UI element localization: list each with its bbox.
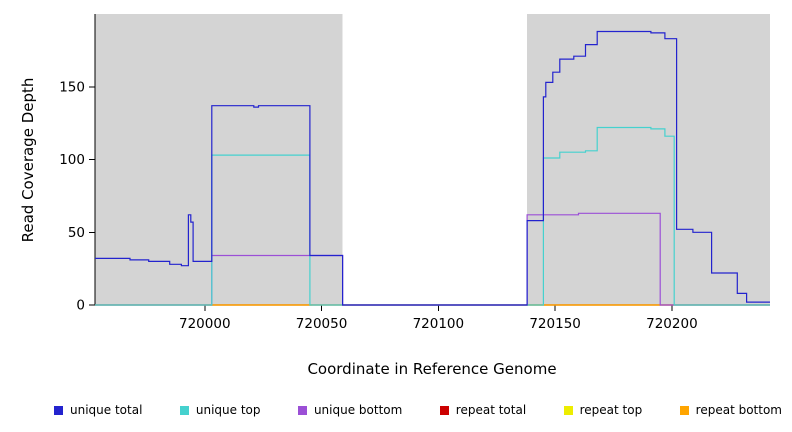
- legend-item-unique-top: unique top: [179, 403, 261, 417]
- series-line-unique-total: [95, 30, 770, 306]
- legend: unique total unique top unique bottom re…: [54, 403, 782, 417]
- x-tick-label: 720150: [529, 316, 581, 332]
- y-tick-label: 150: [59, 79, 85, 95]
- legend-swatch-repeat-total: [439, 405, 449, 415]
- legend-item-repeat-top: repeat top: [563, 403, 643, 417]
- legend-label-unique-top: unique top: [195, 403, 261, 417]
- y-tick-label: 50: [68, 225, 85, 241]
- legend-item-unique-bottom: unique bottom: [297, 403, 403, 417]
- legend-swatch-unique-total: [54, 405, 63, 415]
- shaded-region: [527, 14, 770, 305]
- legend-swatch-unique-top: [179, 405, 189, 415]
- x-axis-title: Coordinate in Reference Genome: [307, 360, 557, 378]
- plot-canvas: 720000 720050 720100 720150 720200 0 50 100 150: [59, 14, 770, 332]
- x-tick-label: 720100: [413, 316, 465, 332]
- legend-item-repeat-bottom: repeat bottom: [679, 403, 782, 417]
- x-tick-label: 720000: [179, 316, 231, 332]
- legend-label-repeat-total: repeat total: [455, 403, 527, 417]
- shaded-region: [95, 14, 343, 305]
- legend-label-repeat-bottom: repeat bottom: [695, 403, 782, 417]
- y-axis-title: Read Coverage Depth: [19, 77, 37, 243]
- x-tick-label: 720200: [646, 316, 698, 332]
- legend-swatch-unique-bottom: [297, 405, 307, 415]
- legend-label-unique-bottom: unique bottom: [313, 403, 403, 417]
- legend-item-repeat-total: repeat total: [439, 403, 527, 417]
- x-tick-label: 720050: [296, 316, 348, 332]
- legend-item-unique-total: unique total: [54, 403, 142, 417]
- y-tick-label: 100: [59, 152, 85, 168]
- legend-label-repeat-top: repeat top: [579, 403, 643, 417]
- y-tick-label: 0: [76, 298, 85, 314]
- legend-swatch-repeat-top: [563, 405, 573, 415]
- legend-swatch-repeat-bottom: [679, 405, 689, 415]
- legend-label-unique-total: unique total: [70, 403, 143, 417]
